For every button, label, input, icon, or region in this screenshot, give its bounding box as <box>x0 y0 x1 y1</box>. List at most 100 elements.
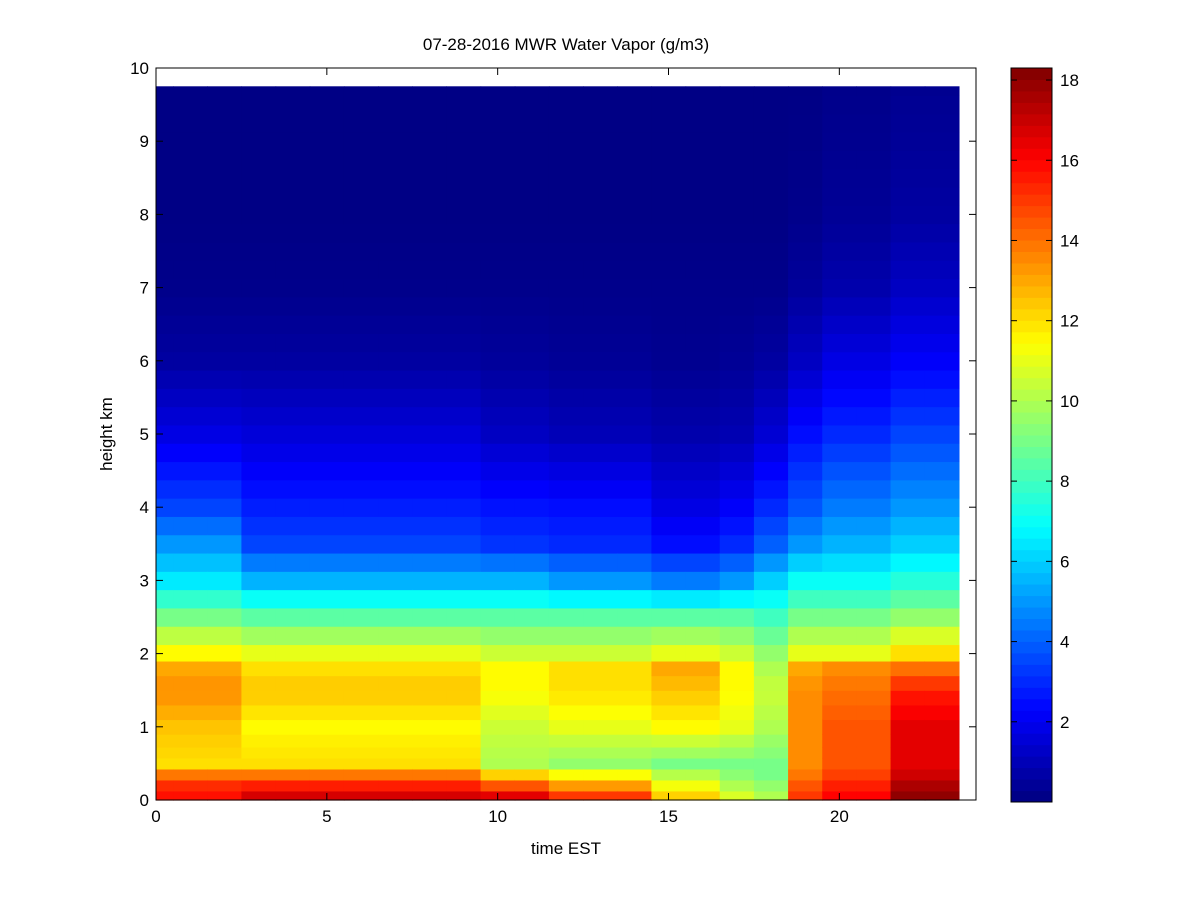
heatmap-cell <box>788 719 823 735</box>
heatmap-cell <box>480 626 516 646</box>
heatmap-cell <box>719 351 755 371</box>
heatmap-cell <box>514 675 550 691</box>
heatmap-cell <box>446 351 482 371</box>
heatmap-cell <box>514 571 550 591</box>
y-axis: 0 1 2 3 4 5 6 7 8 9 10 <box>130 59 976 810</box>
heatmap-cell <box>309 388 345 408</box>
heatmap-cell <box>788 516 823 536</box>
heatmap-cell <box>309 296 345 316</box>
heatmap-cell <box>343 498 379 517</box>
heatmap-cell <box>480 205 516 225</box>
heatmap-cell <box>241 607 277 627</box>
colorbar-swatch <box>1011 652 1052 665</box>
heatmap-cell <box>378 132 413 151</box>
heatmap-cell <box>156 571 174 591</box>
heatmap-cell <box>207 779 243 792</box>
heatmap-cell <box>480 424 516 444</box>
heatmap-cell <box>207 607 243 627</box>
heatmap-cell <box>412 205 448 225</box>
heatmap-cell <box>173 132 208 151</box>
heatmap-cell <box>583 333 618 353</box>
heatmap-cell <box>156 205 174 225</box>
heatmap-cell <box>651 351 687 371</box>
heatmap-cell <box>446 260 482 280</box>
heatmap-cell <box>856 241 892 261</box>
y-tick-label: 0 <box>140 791 149 810</box>
heatmap-cell <box>446 315 482 334</box>
heatmap-cell <box>241 132 277 151</box>
heatmap-cell <box>446 95 482 115</box>
heatmap-cell <box>343 690 379 706</box>
heatmap-cell <box>856 424 892 444</box>
heatmap-cell <box>788 241 823 261</box>
heatmap-cell <box>583 186 618 206</box>
heatmap-cell <box>173 260 208 280</box>
heatmap-cell <box>309 734 345 748</box>
x-tick-label: 5 <box>322 807 331 826</box>
heatmap-cell <box>412 746 448 759</box>
heatmap-cell <box>309 461 345 481</box>
heatmap-cell <box>583 388 618 408</box>
heatmap-cell <box>924 498 960 517</box>
x-axis-label: time EST <box>531 839 601 858</box>
heatmap-cell <box>207 333 243 353</box>
heatmap-cell <box>156 388 174 408</box>
heatmap-cell <box>856 132 892 151</box>
heatmap-cell <box>685 333 721 353</box>
heatmap-cell <box>207 790 243 801</box>
heatmap-cell <box>719 660 755 677</box>
y-tick-label: 2 <box>140 645 149 664</box>
colorbar-swatch <box>1011 412 1052 425</box>
heatmap-cell <box>378 461 413 481</box>
heatmap-cell <box>446 534 482 554</box>
heatmap-cell <box>890 498 926 517</box>
heatmap-cell <box>514 779 550 792</box>
heatmap-cell <box>173 369 208 389</box>
heatmap-cell <box>309 757 345 770</box>
colorbar-tick-label: 18 <box>1060 71 1079 90</box>
heatmap-cell <box>412 351 448 371</box>
heatmap-cell <box>446 205 482 225</box>
heatmap-cell <box>890 241 926 261</box>
heatmap-cell <box>548 552 584 572</box>
heatmap-cell <box>856 369 892 389</box>
heatmap-cell <box>309 443 345 463</box>
heatmap-cell <box>275 479 311 499</box>
heatmap-cell <box>822 260 858 280</box>
heatmap-cell <box>548 746 584 759</box>
heatmap-cell <box>856 675 892 691</box>
heatmap-cell <box>788 424 823 444</box>
heatmap-cell <box>173 626 208 646</box>
heatmap-cell <box>480 132 516 151</box>
heatmap-cell <box>173 479 208 499</box>
colorbar-swatch <box>1011 308 1052 321</box>
heatmap-cell <box>548 296 584 316</box>
heatmap-cell <box>343 516 379 536</box>
heatmap-cell <box>890 86 926 97</box>
heatmap-cell <box>685 768 721 781</box>
heatmap-cell <box>788 552 823 572</box>
heatmap-cell <box>480 498 516 517</box>
y-tick-label: 1 <box>140 718 149 737</box>
heatmap-cell <box>309 719 345 735</box>
heatmap-cell <box>412 498 448 517</box>
heatmap-cell <box>275 790 311 801</box>
heatmap-cell <box>309 498 345 517</box>
heatmap-cell <box>617 790 653 801</box>
colorbar-swatch <box>1011 721 1052 734</box>
heatmap-cell <box>651 768 687 781</box>
heatmap-cell <box>924 607 960 627</box>
heatmap-cell <box>480 241 516 261</box>
colorbar-frame <box>1010 67 1053 803</box>
heatmap-cell <box>548 95 584 115</box>
heatmap-cell <box>514 690 550 706</box>
heatmap-cell <box>548 260 584 280</box>
heatmap-cell <box>207 644 243 662</box>
heatmap-cell <box>651 369 687 389</box>
heatmap-cell <box>856 534 892 554</box>
heatmap-cell <box>548 113 584 133</box>
heatmap-cell <box>822 241 858 261</box>
heatmap-cell <box>617 296 653 316</box>
heatmap-cell <box>275 516 311 536</box>
heatmap-cell <box>753 552 789 572</box>
